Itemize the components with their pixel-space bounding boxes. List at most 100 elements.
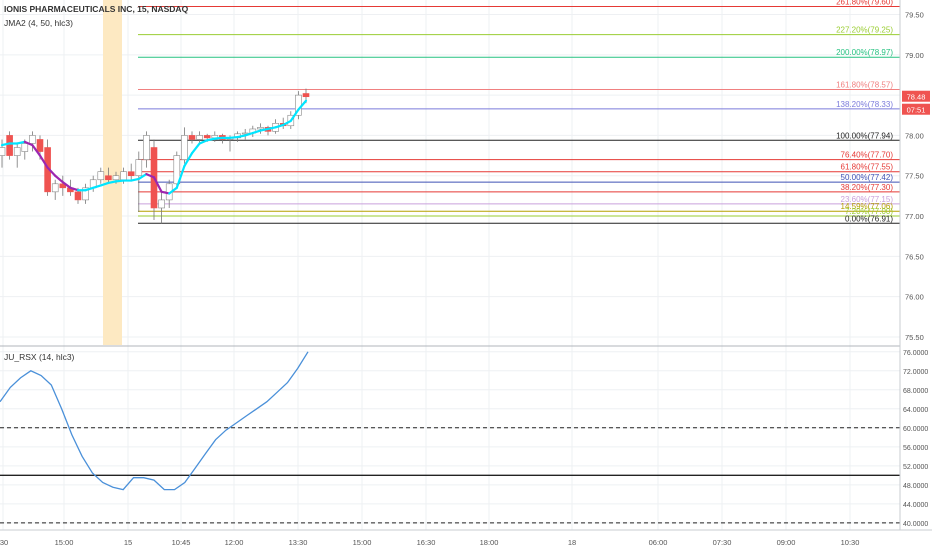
- grid-lines: [0, 0, 900, 530]
- jma-segment: [297, 99, 308, 111]
- jma-segment: [266, 126, 277, 131]
- candle-body: [36, 139, 44, 152]
- jma-segment: [137, 173, 148, 181]
- fib-level-label: 227.20%(79.25): [836, 26, 893, 35]
- jma-segment: [175, 164, 186, 189]
- jma-segment: [84, 186, 95, 192]
- jma-segment: [16, 140, 26, 145]
- time-tick-label: 15: [124, 538, 132, 547]
- candle-body: [302, 93, 310, 98]
- fib-level-label: 7.20%(77.00): [845, 207, 893, 216]
- rsx-series-line: [0, 351, 309, 491]
- time-tick-label: 16:30: [417, 538, 436, 547]
- candle-body: [13, 147, 21, 156]
- jma-segment: [183, 152, 194, 168]
- jma-segment: [69, 186, 80, 192]
- rsx-legend[interactable]: JU_RSX (14, hlc3): [4, 352, 74, 362]
- candle-body: [112, 175, 120, 181]
- jma-line: [0, 99, 308, 195]
- symbol-legend[interactable]: IONIS PHARMACEUTICALS INC, 15, NASDAQ: [4, 4, 188, 14]
- time-tick-label: 10:30: [841, 538, 860, 547]
- rsx-tick-label: 40.0000: [903, 521, 928, 528]
- jma-segment: [54, 174, 64, 184]
- jma-segment: [259, 127, 270, 132]
- time-tick-label: 15:00: [55, 538, 74, 547]
- rsx-tick-label: 52.0000: [903, 464, 928, 471]
- time-tick-label: 12:00: [225, 538, 244, 547]
- fib-level-label: 23.60%(77.15): [841, 195, 894, 204]
- time-tick-label: 13:30: [289, 538, 308, 547]
- time-tick-label: 10:45: [172, 538, 191, 547]
- fib-level-label: 38.20%(77.30): [841, 183, 894, 192]
- rsx-tick-label: 60.0000: [903, 426, 928, 433]
- candle-body: [135, 159, 143, 177]
- candle-body: [188, 135, 196, 140]
- price-tick-label: 76.00: [905, 293, 924, 302]
- price-tick-label: 77.50: [905, 172, 924, 181]
- time-tick-label: 15:00: [353, 538, 372, 547]
- fib-level-label: 76.40%(77.70): [841, 151, 894, 160]
- candle-body: [0, 147, 6, 156]
- fib-level-label: 261.80%(79.60): [836, 0, 893, 6]
- jma-segment: [274, 123, 285, 129]
- countdown-tag: [902, 103, 930, 115]
- rsx-tick-label: 44.0000: [903, 502, 928, 509]
- candle-body: [158, 199, 165, 209]
- last-price-value: 78.48: [907, 93, 926, 102]
- jma-segment: [92, 184, 102, 189]
- jma-segment: [107, 180, 118, 185]
- jma-legend-label[interactable]: JMA2 (4, 50, hlc3): [4, 18, 73, 28]
- jma-segment: [38, 154, 49, 169]
- candle-body: [203, 135, 211, 139]
- jma-segment: [190, 142, 201, 155]
- jma-segment: [46, 166, 57, 177]
- last-price-tag: [902, 90, 930, 102]
- candle-body: [97, 171, 105, 181]
- jma-segment: [61, 181, 72, 189]
- rsx-legend-label[interactable]: JU_RSX (14, hlc3): [4, 352, 75, 362]
- time-tick-label: 06:00: [649, 538, 668, 547]
- fib-level-label: 138.20%(78.33): [836, 100, 893, 109]
- jma-segment: [23, 140, 34, 147]
- candle-body: [6, 135, 13, 156]
- candle-body: [120, 171, 127, 181]
- rsx-tick-label: 76.0000: [903, 350, 928, 357]
- candle-body: [21, 143, 29, 152]
- time-tick-label: 18: [568, 538, 576, 547]
- fib-level-label: 100.00%(77.94): [836, 131, 893, 140]
- jma-segment: [152, 176, 163, 193]
- candle-body: [51, 183, 59, 193]
- jma-segment: [206, 137, 216, 142]
- jma-segment: [289, 108, 300, 123]
- jma-segment: [168, 186, 178, 195]
- candle-body: [143, 135, 150, 160]
- fib-level-label: 50.00%(77.42): [841, 173, 894, 182]
- fib-level-label: 61.80%(77.55): [841, 163, 894, 172]
- fibonacci-levels[interactable]: 261.80%(79.60) 227.20%(79.25) 200.00%(78.9…: [138, 0, 900, 224]
- jma-segment: [198, 139, 209, 145]
- jma-legend[interactable]: JMA2 (4, 50, hlc3): [4, 18, 73, 28]
- candle-body: [59, 183, 67, 189]
- jma-segment: [114, 179, 125, 183]
- session-highlight: [103, 0, 122, 345]
- candle-body: [181, 135, 188, 160]
- jma-segment: [160, 190, 171, 195]
- price-tick-label: 77.00: [905, 212, 924, 221]
- candle-body: [173, 155, 181, 185]
- jma-segment: [145, 173, 156, 179]
- jma-segment: [99, 181, 110, 187]
- candle-body: [257, 127, 264, 130]
- jma-segment: [244, 131, 254, 137]
- candle-body: [105, 175, 112, 181]
- rsx-pane: [0, 351, 900, 524]
- jma-segment: [228, 135, 239, 139]
- time-tick-label: 07:30: [713, 538, 732, 547]
- jma-segment: [31, 143, 42, 157]
- symbol-title[interactable]: IONIS PHARMACEUTICALS INC, 15, NASDAQ: [4, 4, 189, 14]
- jma-segment: [130, 177, 140, 182]
- time-tick-label: :30: [0, 538, 8, 547]
- price-tick-label: 78.00: [905, 131, 924, 140]
